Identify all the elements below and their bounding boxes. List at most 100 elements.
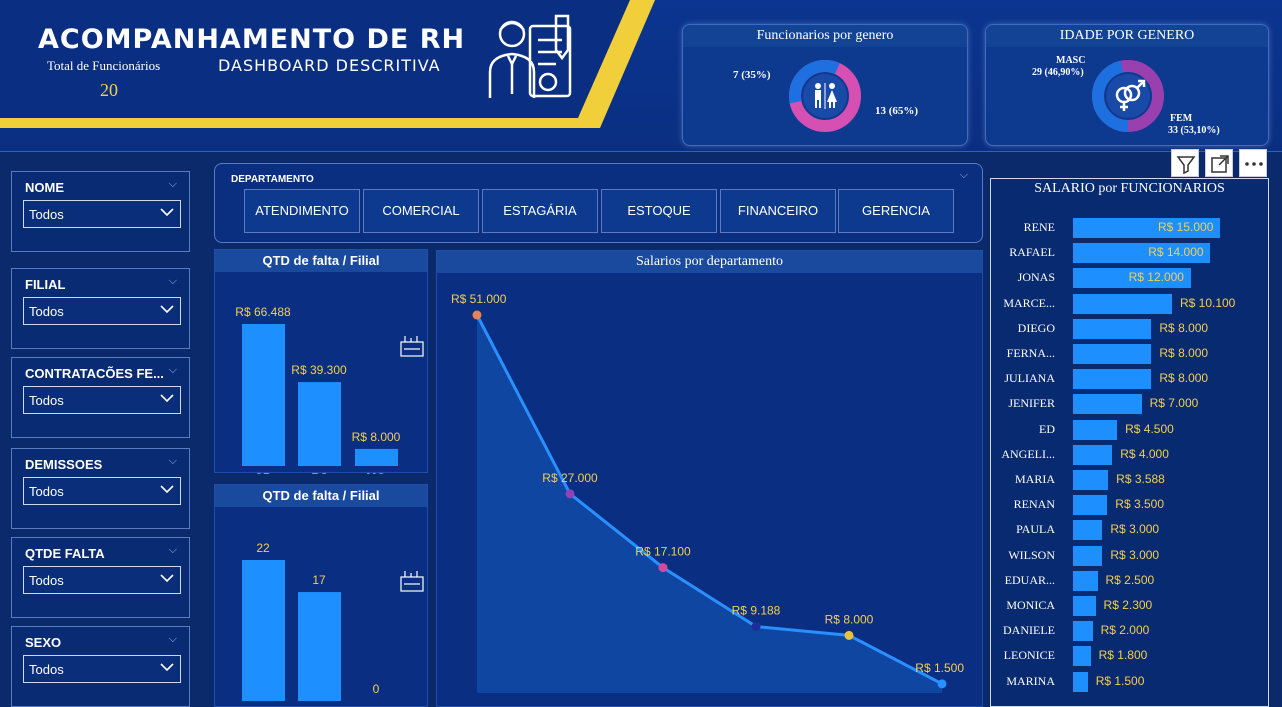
salary-value: R$ 8.000 bbox=[1159, 320, 1209, 335]
salary-bar[interactable] bbox=[1073, 671, 1088, 692]
salary-bar[interactable] bbox=[1073, 545, 1103, 566]
slicer-dropdown[interactable]: Todos bbox=[23, 297, 181, 325]
salary-bar[interactable] bbox=[1073, 369, 1152, 390]
bar-rj[interactable] bbox=[298, 382, 341, 466]
falta-filial-panel-1: QTD de falta / Filial R$ 66.488 SP R$ 39.3… bbox=[214, 249, 428, 485]
salary-value: R$ 10.100 bbox=[1179, 295, 1236, 310]
salary-bar[interactable] bbox=[1073, 268, 1191, 289]
salary-bar[interactable] bbox=[1073, 646, 1091, 667]
salary-bar[interactable] bbox=[1073, 293, 1172, 314]
slicer-0: NOME ⌵ Todos bbox=[11, 171, 190, 252]
dept-button-gerencia[interactable]: GERENCIA bbox=[838, 189, 954, 233]
dept-button-financeiro[interactable]: FINANCEIRO bbox=[720, 189, 836, 233]
dept-button-estoque[interactable]: ESTOQUE bbox=[601, 189, 717, 233]
salary-row[interactable]: DANIELE R$ 2.000 bbox=[991, 620, 1270, 642]
salary-bar[interactable] bbox=[1073, 570, 1098, 591]
data-point[interactable] bbox=[472, 310, 482, 320]
filter-button[interactable] bbox=[1171, 149, 1199, 177]
salary-row[interactable]: EDUAR... R$ 2.500 bbox=[991, 570, 1270, 592]
slicer-dropdown[interactable]: Todos bbox=[23, 386, 181, 414]
salary-row[interactable]: RENAN R$ 3.500 bbox=[991, 494, 1270, 516]
slicer-dropdown[interactable]: Todos bbox=[23, 566, 181, 594]
salary-row[interactable]: MARCE... R$ 10.100 bbox=[991, 293, 1270, 315]
fem-label: FEM bbox=[1170, 113, 1193, 124]
salary-bar[interactable] bbox=[1073, 419, 1118, 440]
employee-name: MARINA bbox=[1006, 673, 1055, 688]
data-point[interactable] bbox=[844, 630, 854, 640]
salary-row[interactable]: WILSON R$ 3.000 bbox=[991, 545, 1270, 567]
area-line bbox=[475, 314, 943, 686]
dept-button-atendimento[interactable]: ATENDIMENTO bbox=[244, 189, 360, 233]
bar-sp[interactable] bbox=[242, 324, 285, 466]
salary-row[interactable]: JONAS R$ 12.000 bbox=[991, 267, 1270, 289]
data-point[interactable] bbox=[751, 622, 761, 632]
falta-filial-chart-2: 22RJ17SP0MG bbox=[242, 541, 424, 707]
salary-row[interactable]: RAFAEL R$ 14.000 bbox=[991, 242, 1270, 264]
salary-row[interactable]: LEONICE R$ 1.800 bbox=[991, 645, 1270, 667]
gender-left-label: 7 (35%) bbox=[733, 69, 771, 81]
bar-mg[interactable] bbox=[355, 448, 398, 466]
bar-sp[interactable] bbox=[298, 592, 341, 701]
slicer-dropdown[interactable]: Todos bbox=[23, 655, 181, 683]
departamento-slicer: DEPARTAMENTO ⌵ ATENDIMENTO COMERCIAL EST… bbox=[214, 163, 983, 243]
employee-name: ANGELI... bbox=[1001, 446, 1055, 461]
chevron-down-icon[interactable]: ⌵ bbox=[959, 169, 968, 181]
dept-button-comercial[interactable]: COMERCIAL bbox=[363, 189, 479, 233]
salary-row[interactable]: MONICA R$ 2.300 bbox=[991, 595, 1270, 617]
dropdown-arrow-icon bbox=[160, 394, 174, 403]
falta-filial-chart-1: R$ 66.488 SP R$ 39.300 RJ R$ 8.000 MG bbox=[235, 305, 424, 485]
salarios-departamento-chart: R$ 51.000GERENCIAR$ 27.000COMERCIALR$ 17… bbox=[451, 292, 964, 693]
salary-bar[interactable] bbox=[1073, 318, 1152, 339]
point-data-label: R$ 1.500 bbox=[915, 661, 964, 675]
salary-bar[interactable] bbox=[1073, 596, 1096, 616]
slicer-value: Todos bbox=[29, 207, 64, 222]
salary-row[interactable]: JULIANA R$ 8.000 bbox=[991, 368, 1270, 390]
salary-row[interactable]: ANGELI... R$ 4.000 bbox=[991, 444, 1270, 466]
bar-rj[interactable] bbox=[242, 560, 285, 701]
slicer-value: Todos bbox=[29, 393, 64, 408]
salary-row[interactable]: PAULA R$ 3.000 bbox=[991, 519, 1270, 541]
chevron-down-icon[interactable]: ⌵ bbox=[168, 633, 177, 645]
dept-button-estagiaria[interactable]: ESTAGÁRIA bbox=[482, 189, 598, 233]
salary-row[interactable]: JENIFER R$ 7.000 bbox=[991, 393, 1270, 415]
slicer-title: FILIAL bbox=[25, 277, 66, 292]
point-data-label: R$ 17.100 bbox=[635, 545, 691, 559]
salary-bar[interactable] bbox=[1073, 621, 1093, 642]
page-title: ACOMPANHAMENTO DE RH bbox=[38, 24, 466, 55]
salary-row[interactable]: ED R$ 4.500 bbox=[991, 419, 1270, 441]
salary-bar[interactable] bbox=[1073, 470, 1109, 490]
dropdown-arrow-icon bbox=[160, 663, 174, 672]
bar-data-label: 0 bbox=[373, 682, 380, 696]
data-point[interactable] bbox=[565, 489, 575, 499]
salary-value: R$ 4.000 bbox=[1120, 446, 1169, 461]
chevron-down-icon[interactable]: ⌵ bbox=[168, 275, 177, 287]
salary-bar[interactable] bbox=[1073, 444, 1113, 465]
data-point[interactable] bbox=[937, 679, 947, 689]
salary-row[interactable]: MARINA R$ 1.500 bbox=[991, 671, 1270, 693]
falta-filial-panel-2: QTD de falta / Filial 22RJ17SP0MG bbox=[214, 484, 428, 707]
expand-button[interactable] bbox=[1205, 149, 1233, 177]
salary-bar[interactable] bbox=[1073, 495, 1108, 516]
salary-bar[interactable] bbox=[1073, 243, 1211, 264]
area-fill bbox=[477, 315, 942, 693]
employee-name: JENIFER bbox=[1008, 396, 1055, 411]
salary-bar[interactable] bbox=[1073, 344, 1152, 364]
gender-card: Funcionarios por genero 7 (35%) 13 (65%) bbox=[682, 24, 968, 146]
chevron-down-icon[interactable]: ⌵ bbox=[168, 544, 177, 556]
salary-row[interactable]: DIEGO R$ 8.000 bbox=[991, 318, 1270, 340]
salary-bar[interactable] bbox=[1073, 520, 1103, 541]
chevron-down-icon[interactable]: ⌵ bbox=[168, 364, 177, 376]
salary-bar[interactable] bbox=[1073, 218, 1220, 238]
slicer-dropdown[interactable]: Todos bbox=[23, 477, 181, 505]
employee-name: MONICA bbox=[1006, 598, 1055, 612]
salary-row[interactable]: MARIA R$ 3.588 bbox=[991, 469, 1270, 491]
salary-row[interactable]: FERNA... R$ 8.000 bbox=[991, 343, 1270, 365]
more-options-button[interactable] bbox=[1239, 149, 1267, 177]
chevron-down-icon[interactable]: ⌵ bbox=[168, 178, 177, 190]
data-point[interactable] bbox=[658, 563, 668, 573]
salary-row[interactable]: RENE R$ 15.000 bbox=[991, 217, 1270, 239]
salary-bar[interactable] bbox=[1073, 394, 1142, 415]
chevron-down-icon[interactable]: ⌵ bbox=[168, 455, 177, 467]
slicer-dropdown[interactable]: Todos bbox=[23, 200, 181, 228]
bar-data-label: R$ 66.488 bbox=[235, 305, 291, 319]
